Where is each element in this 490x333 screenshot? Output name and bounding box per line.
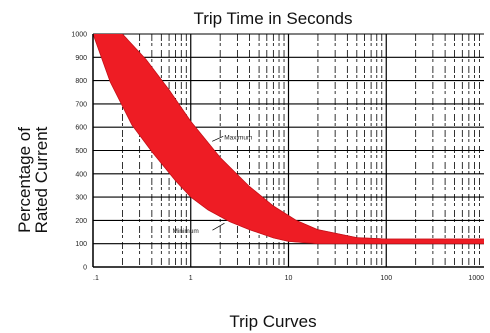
y-axis-label-line-1: Percentage of [15, 127, 34, 233]
x-tick-label: 10 [285, 275, 293, 282]
annotation-maximum: Maximum [224, 134, 252, 141]
series-maximum-line [122, 34, 484, 240]
y-tick-label: 800 [75, 78, 87, 85]
y-tick-label: 400 [75, 171, 87, 178]
x-tick-label: 100 [380, 275, 392, 282]
y-tick-label: 300 [75, 195, 87, 202]
plot-area: 0 100 200 300 400 500 600 700 800 900 1000 .1 1 10 100… [71, 32, 484, 283]
annotation-minimum: Minimum [172, 228, 198, 235]
y-tick-label: 200 [75, 218, 87, 225]
y-tick-label: 100 [75, 241, 87, 248]
y-tick-label: 1000 [71, 32, 87, 39]
annotation-leader-minimum [212, 222, 225, 231]
y-tick-label: 900 [75, 55, 87, 62]
y-tick-label: 0 [83, 265, 87, 272]
x-tick-label: .1 [93, 275, 99, 282]
y-axis-label: Percentage of Rated Current [15, 126, 51, 233]
x-tick-label: 1000 [468, 275, 484, 282]
y-tick-label: 600 [75, 125, 87, 132]
chart-title: Trip Time in Seconds [193, 9, 352, 28]
y-axis-label-line-2: Rated Current [32, 126, 51, 233]
y-tick-label: 700 [75, 101, 87, 108]
annotation-leader-maximum [212, 135, 224, 142]
x-axis-label: Trip Curves [229, 312, 316, 331]
x-tick-label: 1 [189, 275, 193, 282]
series-minimum-line [93, 34, 484, 245]
y-tick-label: 500 [75, 148, 87, 155]
